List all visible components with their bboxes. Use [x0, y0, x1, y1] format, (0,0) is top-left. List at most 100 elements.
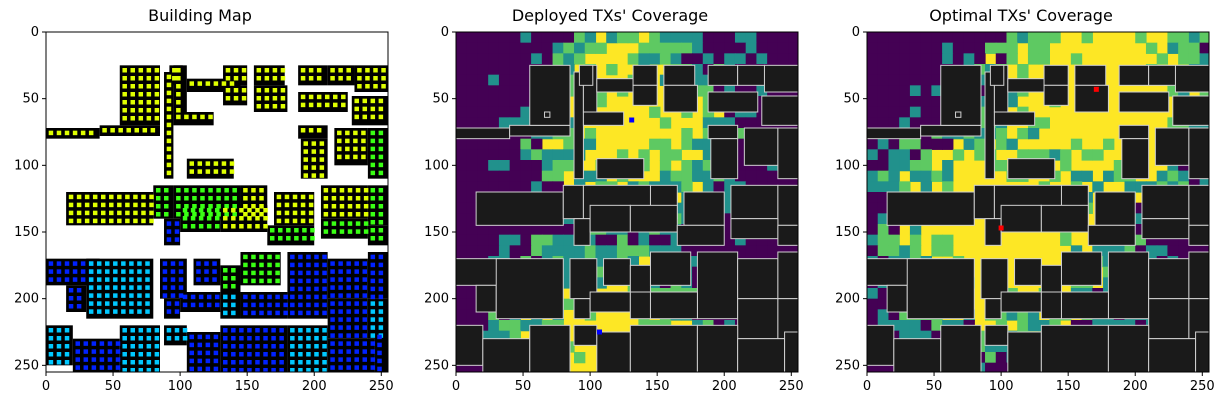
heatmap-cell — [734, 32, 747, 44]
ap-marker — [267, 254, 272, 260]
heatmap-cell — [1006, 42, 1018, 54]
ap-marker — [239, 360, 244, 365]
heatmap-cell — [756, 245, 768, 257]
ap-marker — [279, 360, 284, 365]
ap-marker — [378, 301, 384, 306]
heatmap-cell — [867, 85, 879, 97]
ap-marker — [231, 328, 236, 333]
ap-marker — [48, 277, 54, 282]
ap-marker — [115, 341, 121, 346]
ap-marker — [212, 261, 217, 266]
heatmap-cell — [702, 160, 715, 172]
heatmap-cell — [649, 106, 661, 118]
ap-marker — [122, 360, 127, 365]
heatmap-cell — [1027, 53, 1040, 65]
ap-marker — [306, 294, 311, 300]
ap-marker — [100, 210, 106, 216]
heatmap-cell — [638, 234, 650, 246]
ap-marker — [221, 169, 227, 174]
heatmap-cell — [931, 74, 943, 86]
ap-marker — [362, 106, 368, 112]
heatmap-cell — [670, 42, 682, 54]
ap-marker — [122, 68, 127, 73]
heatmap-cell — [498, 149, 511, 161]
ap-marker — [137, 293, 142, 298]
ap-marker — [377, 334, 382, 340]
ap-marker — [56, 269, 62, 274]
heatmap-cell — [456, 234, 468, 246]
ap-marker — [331, 196, 337, 201]
ap-marker — [166, 162, 172, 168]
heatmap-cell — [456, 192, 468, 204]
heatmap-cell — [563, 277, 575, 289]
ap-marker — [206, 302, 212, 308]
heatmap-cell — [952, 149, 965, 161]
ap-marker — [347, 229, 353, 234]
heatmap-cell — [1199, 53, 1209, 65]
heatmap-cell — [498, 320, 511, 332]
heatmap-cell — [942, 138, 954, 150]
ap-marker — [370, 130, 376, 136]
ap-marker — [311, 141, 317, 146]
ap-marker — [308, 128, 314, 133]
ap-marker — [197, 342, 203, 348]
ap-marker — [190, 302, 196, 308]
heatmap-cell — [477, 64, 489, 76]
ap-marker — [197, 350, 203, 356]
ap-marker — [170, 261, 176, 266]
ap-marker — [354, 98, 359, 104]
ap-marker — [283, 302, 288, 308]
ap-marker — [107, 357, 113, 362]
heatmap-cell — [867, 309, 879, 321]
ap-marker — [64, 344, 70, 349]
building — [1043, 64, 1069, 86]
ap-marker — [138, 352, 144, 357]
heatmap-cell — [520, 234, 532, 246]
ap-marker — [381, 68, 386, 73]
ap-marker — [370, 349, 376, 354]
ap-marker — [88, 130, 94, 136]
building — [1118, 124, 1150, 140]
ap-marker — [259, 278, 264, 284]
ap-marker — [223, 268, 228, 273]
heatmap-cell — [498, 74, 511, 86]
ap-marker — [346, 341, 351, 346]
heatmap-cell — [767, 53, 779, 65]
ap-marker — [300, 210, 306, 216]
ap-marker — [200, 188, 205, 193]
building — [649, 291, 698, 320]
ap-marker — [231, 276, 236, 281]
ap-marker — [72, 277, 78, 282]
ap-marker — [130, 328, 135, 333]
ap-marker — [189, 358, 195, 364]
building — [1121, 138, 1150, 180]
ap-marker — [314, 360, 319, 365]
ap-marker — [322, 328, 327, 333]
building — [1141, 184, 1190, 220]
ap-marker — [341, 102, 346, 108]
y-tick-label: 0 — [31, 25, 39, 40]
ap-marker — [130, 360, 135, 365]
y-tick-label: 100 — [835, 158, 860, 173]
heatmap-cell — [563, 298, 575, 310]
building — [1007, 158, 1056, 180]
heatmap-cell — [867, 74, 879, 86]
ap-marker — [76, 296, 82, 301]
heatmap-cell — [477, 117, 489, 129]
ap-marker — [205, 350, 211, 356]
building — [984, 298, 1002, 320]
heatmap-cell — [670, 32, 682, 44]
heatmap-cell — [724, 213, 736, 225]
ap-marker — [146, 68, 152, 73]
ap-marker — [378, 106, 384, 112]
ap-marker — [223, 276, 228, 281]
ap-marker — [64, 130, 70, 136]
ap-marker — [174, 309, 180, 314]
heatmap-cell — [456, 170, 468, 182]
ap-marker — [48, 269, 54, 274]
ap-marker — [145, 309, 150, 314]
ap-marker — [314, 336, 319, 341]
building — [1188, 224, 1209, 246]
ap-marker — [298, 302, 303, 308]
heatmap-cell — [531, 53, 543, 65]
